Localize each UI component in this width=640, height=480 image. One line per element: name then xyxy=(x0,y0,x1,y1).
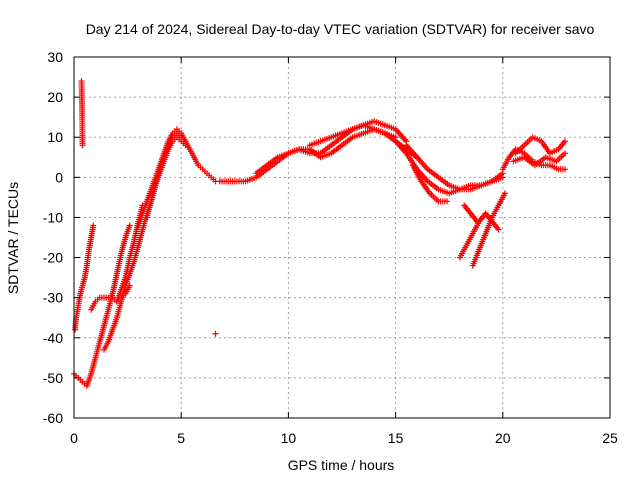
data-point xyxy=(212,330,219,337)
tick-labels: 0 5 10 15 20 25 -60 -50 -40 -30 -20 -10 0 10 20 30 xyxy=(43,49,618,446)
series-afternoon-c xyxy=(409,162,451,205)
series-evening-2 xyxy=(512,134,568,157)
data-point xyxy=(561,166,568,173)
y-tick-label: -20 xyxy=(43,250,63,266)
y-tick-label: 0 xyxy=(55,169,63,185)
data-point xyxy=(501,190,508,197)
y-tick-label: -40 xyxy=(43,330,63,346)
y-tick-label: 10 xyxy=(47,129,63,145)
y-tick-label: -60 xyxy=(43,410,63,426)
x-tick-label: 0 xyxy=(70,430,78,446)
data-point xyxy=(182,142,189,149)
series-drop-c xyxy=(461,202,481,225)
data-point xyxy=(79,142,86,149)
x-tick-label: 25 xyxy=(602,430,618,446)
series-track-b xyxy=(71,222,133,389)
plot-frame xyxy=(73,56,611,419)
series-afternoon-b xyxy=(403,142,506,193)
data-point xyxy=(474,218,481,225)
series-outlier xyxy=(212,330,219,337)
x-tick-label: 15 xyxy=(388,430,404,446)
series-drop-b xyxy=(469,190,508,269)
chart-title: Day 214 of 2024, Sidereal Day-to-day VTE… xyxy=(86,21,595,37)
x-tick-label: 20 xyxy=(495,430,511,446)
grid xyxy=(74,57,610,418)
series-track-a xyxy=(72,222,97,333)
series-midday-3 xyxy=(306,122,421,161)
data-point xyxy=(495,226,502,233)
data-point xyxy=(561,150,568,157)
data-point xyxy=(561,138,568,145)
data-point xyxy=(90,222,97,229)
y-tick-label: 20 xyxy=(47,89,63,105)
x-tick-label: 5 xyxy=(177,430,185,446)
axis-ticks xyxy=(73,56,611,419)
series-main-rise-3 xyxy=(148,134,189,201)
series-main-rise-2 xyxy=(143,130,185,221)
x-tick-label: 10 xyxy=(281,430,297,446)
data-point xyxy=(444,198,451,205)
y-tick-label: -30 xyxy=(43,290,63,306)
y-axis-label: SDTVAR / TECUs xyxy=(5,182,21,294)
series-evening-3 xyxy=(510,150,568,169)
data-markers xyxy=(71,78,568,389)
data-point xyxy=(126,222,133,229)
y-tick-label: -10 xyxy=(43,209,63,225)
y-tick-label: 30 xyxy=(47,49,63,65)
x-axis-label: GPS time / hours xyxy=(288,457,395,473)
y-tick-label: -50 xyxy=(43,370,63,386)
